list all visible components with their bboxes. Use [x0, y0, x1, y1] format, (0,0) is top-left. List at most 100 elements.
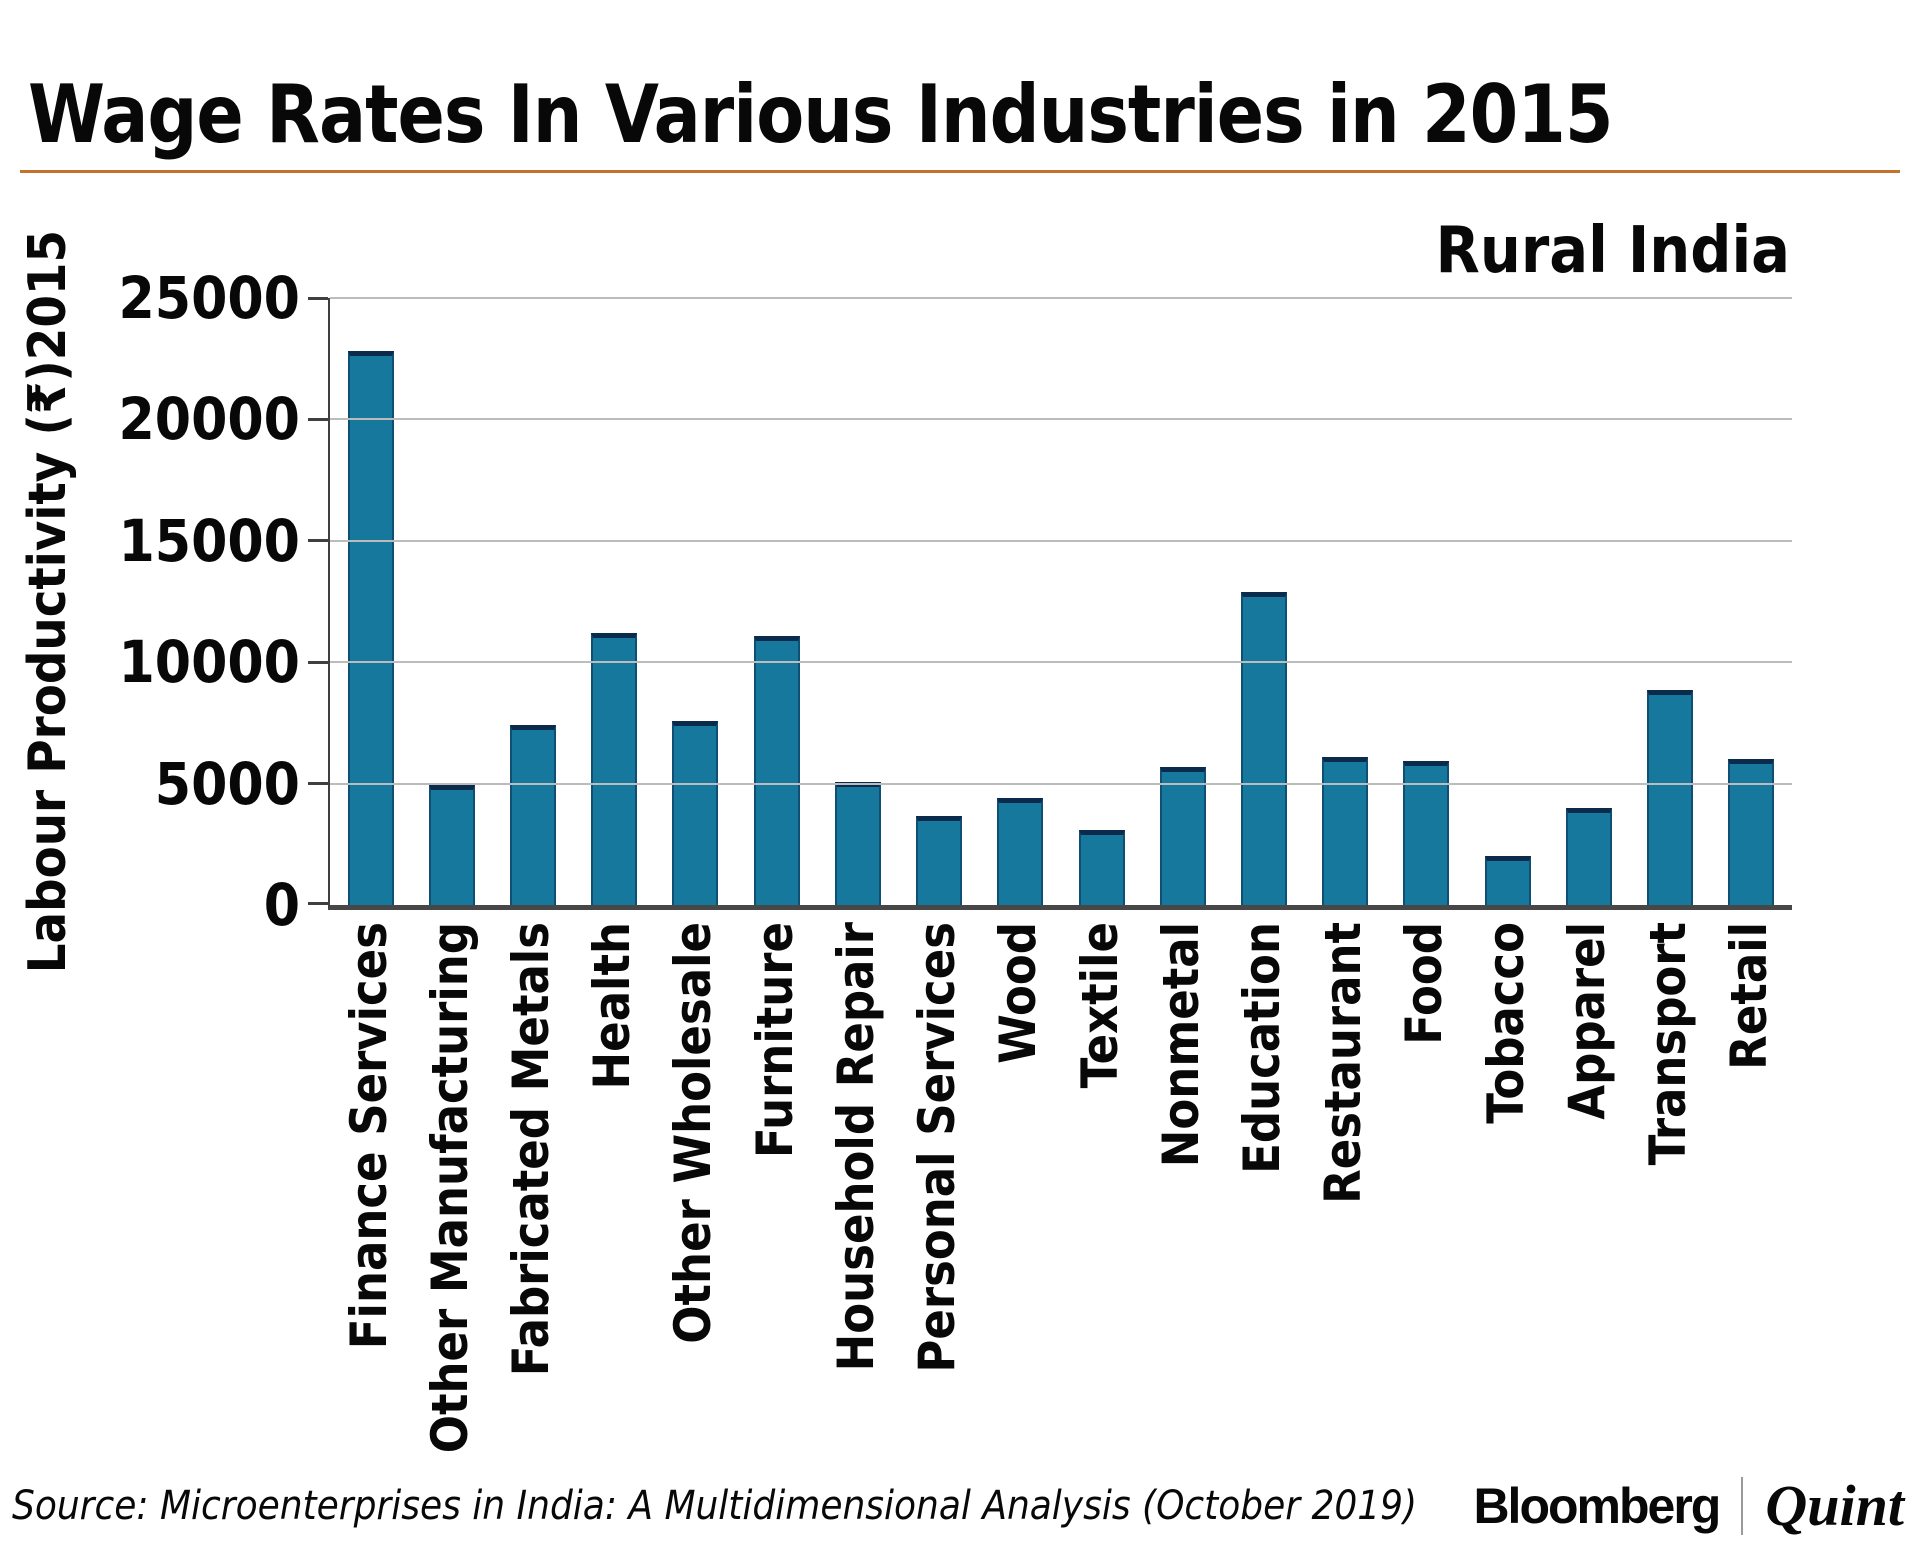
bar-slot: [655, 298, 736, 905]
quint-logo: Quint: [1765, 1473, 1904, 1538]
x-slot: Other Manufacturing: [409, 922, 490, 1453]
y-tick-mark: [308, 660, 328, 664]
bar-slot: [411, 298, 492, 905]
bar-textile: [1078, 829, 1125, 905]
bar-slot: [1711, 298, 1792, 905]
y-tick-mark: [308, 782, 328, 786]
bar-slot: [1061, 298, 1142, 905]
bar-finance-services: [347, 351, 394, 905]
x-slot: Finance Services: [328, 922, 409, 1349]
x-slot: Retail: [1709, 922, 1790, 1070]
y-tick-label: 25000: [118, 264, 300, 332]
bar-slot: [330, 298, 411, 905]
x-slot: Transport: [1628, 922, 1709, 1165]
plot-area: 0 5000 10000 15000 20000 25000: [118, 268, 1792, 935]
y-tick-mark: [308, 417, 328, 421]
bar-education: [1241, 591, 1288, 905]
x-tick-label: Retail: [1720, 922, 1779, 1070]
bar-apparel: [1565, 807, 1612, 905]
x-tick-label: Restaurant: [1314, 922, 1373, 1204]
source-note: Source: Microenterprises in India: A Mul…: [12, 1482, 1418, 1529]
x-tick-label: Tobacco: [1476, 922, 1535, 1124]
x-tick-label: Nonmetal: [1151, 922, 1210, 1168]
x-slot: Textile: [1059, 922, 1140, 1088]
x-slot: Nonmetal: [1140, 922, 1221, 1167]
x-tick-label: Other Wholesale: [664, 922, 723, 1344]
x-slot: Furniture: [734, 922, 815, 1158]
gridline: [330, 418, 1792, 421]
x-tick-label: Transport: [1639, 922, 1698, 1166]
brand-divider: [1741, 1476, 1744, 1535]
bar-personal-services: [916, 816, 963, 905]
x-slot: Food: [1384, 922, 1465, 1045]
bar-slot: [899, 298, 980, 905]
bar-restaurant: [1322, 756, 1369, 905]
bar-household-repair: [834, 781, 881, 905]
bar-tobacco: [1484, 856, 1531, 905]
bar-slot: [1467, 298, 1548, 905]
x-slot: Restaurant: [1303, 922, 1384, 1204]
bar-fabricated-metals: [510, 725, 557, 905]
x-slot: Education: [1221, 922, 1302, 1174]
bar-slot: [574, 298, 655, 905]
x-axis-labels: Finance Services Other Manufacturing Fabri…: [328, 922, 1790, 1482]
bar-slot: [1386, 298, 1467, 905]
bar-slot: [736, 298, 817, 905]
page-title: Wage Rates In Various Industries in 2015: [28, 67, 1613, 161]
bloomberg-logo: Bloomberg: [1473, 1477, 1721, 1534]
x-tick-label: Wood: [989, 922, 1048, 1064]
bar-wood: [997, 798, 1044, 905]
bar-slot: [1223, 298, 1304, 905]
bar-health: [591, 633, 638, 905]
gridline: [330, 782, 1792, 785]
y-tick-label: 5000: [154, 749, 300, 818]
x-slot: Other Wholesale: [653, 922, 734, 1344]
y-tick-label: 20000: [118, 385, 300, 454]
x-tick-label: Textile: [1070, 922, 1129, 1089]
y-tick-label: 10000: [118, 628, 300, 697]
bar-furniture: [753, 635, 800, 905]
bar-transport: [1647, 690, 1694, 905]
footer: Source: Microenterprises in India: A Mul…: [12, 1472, 1904, 1539]
bar-slot: [1305, 298, 1386, 905]
x-tick-label: Fabricated Metals: [502, 922, 561, 1377]
gridline: [330, 297, 1792, 299]
x-slot: Apparel: [1546, 922, 1627, 1120]
region-annotation: Rural India: [1435, 214, 1790, 288]
x-tick-label: Furniture: [745, 922, 804, 1159]
x-tick-label: Food: [1395, 922, 1454, 1045]
x-tick-label: Household Repair: [826, 922, 885, 1372]
bar-nonmetal: [1159, 766, 1206, 905]
bar-retail: [1728, 759, 1775, 905]
x-slot: Household Repair: [815, 922, 896, 1371]
x-tick-label: Other Manufacturing: [420, 922, 479, 1454]
title-divider: [20, 170, 1900, 173]
bar-slot: [1630, 298, 1711, 905]
y-tick-label: 15000: [118, 506, 300, 575]
bar-slot: [1548, 298, 1629, 905]
gridline: [330, 539, 1792, 542]
y-tick-mark: [308, 902, 328, 905]
x-tick-label: Health: [583, 922, 642, 1090]
x-slot: Tobacco: [1465, 922, 1546, 1124]
gridline: [330, 661, 1792, 664]
bar-other-wholesale: [672, 720, 719, 905]
x-slot: Health: [572, 922, 653, 1089]
bar-slot: [492, 298, 573, 905]
y-tick-mark: [308, 539, 328, 543]
bars-container: [330, 298, 1792, 905]
x-slot: Personal Services: [897, 922, 978, 1373]
y-tick-label: 0: [263, 871, 300, 939]
bar-slot: [1142, 298, 1223, 905]
x-slot: Fabricated Metals: [490, 922, 571, 1376]
y-axis-title-wrap: Labour Productivity (₹)2015: [18, 230, 78, 973]
x-tick-label: Personal Services: [908, 922, 967, 1373]
bar-slot: [817, 298, 898, 905]
brand-logos: Bloomberg Quint: [1473, 1472, 1904, 1539]
x-tick-label: Apparel: [1557, 922, 1616, 1120]
bar-other-manufacturing: [428, 784, 475, 905]
bar-slot: [980, 298, 1061, 905]
y-tick-mark: [308, 296, 328, 300]
x-slot: Wood: [978, 922, 1059, 1064]
x-tick-label: Finance Services: [339, 922, 398, 1350]
